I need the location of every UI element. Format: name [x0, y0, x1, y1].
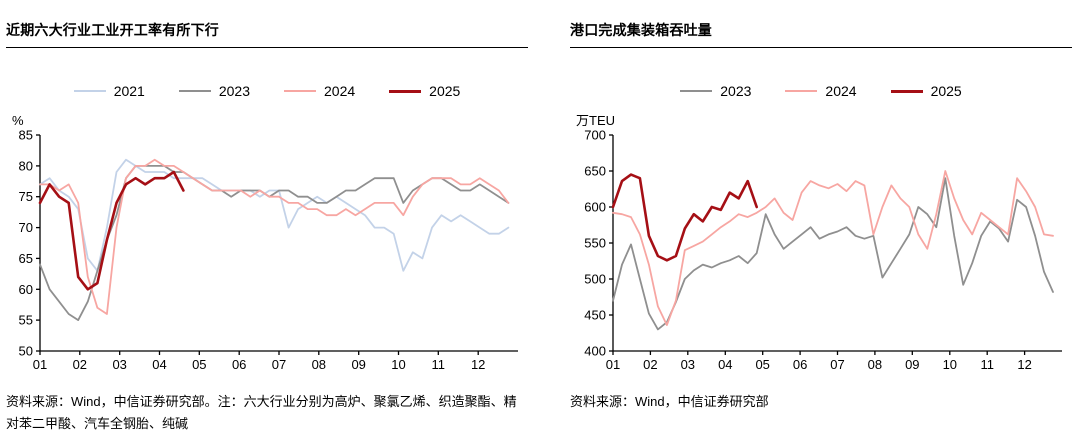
- x-tick-label: 09: [351, 357, 365, 372]
- legend-label-2021: 2021: [113, 83, 145, 100]
- x-tick-label: 01: [606, 357, 620, 372]
- legend-swatch-2024: [785, 90, 818, 93]
- x-tick-label: 07: [272, 357, 286, 372]
- y-tick-label: 75: [19, 189, 33, 204]
- legend-item-2024: 2024: [284, 83, 355, 99]
- line-chart: 400 450 500 550 600 650 700 01 02 03 04 05 06 07 08 09 1…: [576, 113, 1062, 372]
- series-line-2024: [612, 170, 1054, 327]
- y-tick-label: 50: [19, 344, 33, 359]
- x-tick-label: 04: [718, 357, 732, 372]
- axes: [39, 135, 518, 352]
- legend-item-2025: 2025: [389, 83, 460, 99]
- chart-legend: 2021 2023 2024 2025: [6, 81, 528, 101]
- axis-unit-label: %: [12, 113, 24, 128]
- x-tick-label: 11: [432, 357, 446, 372]
- y-tick-label: 600: [584, 200, 606, 215]
- x-tick-label: 11: [980, 357, 994, 372]
- chart-panel-port-container-throughput: 港口完成集装箱吞吐量 2023 2024 2025 400 450 500 550 600 6…: [540, 8, 1080, 435]
- axis-unit-label: 万TEU: [576, 113, 615, 128]
- chart-title: 港口完成集装箱吞吐量: [570, 20, 1072, 48]
- x-tick-label: 10: [943, 357, 957, 372]
- legend-item-2023: 2023: [680, 83, 751, 99]
- legend-swatch-2021: [73, 90, 106, 93]
- source-note: 资料来源：Wind，中信证券研究部: [570, 394, 769, 410]
- line-chart: 50 55 60 65 70 75 80 85 01 02 03 04 05 06 07 08 09 10 11 12…: [12, 113, 518, 372]
- x-tick-label: 03: [112, 357, 126, 372]
- y-tick-label: 450: [584, 308, 606, 323]
- legend-swatch-2025: [389, 89, 422, 93]
- y-tick-label: 700: [584, 128, 606, 143]
- y-tick-label: 55: [19, 313, 33, 328]
- series-line-2025: [38, 170, 185, 291]
- x-tick-label: 03: [681, 357, 695, 372]
- source-note: 资料来源：Wind，中信证券研究部。注：六大行业分别为高炉、聚氯乙烯、织造聚酯、…: [6, 394, 517, 432]
- x-tick-label: 04: [152, 357, 166, 372]
- series-line-2025: [611, 173, 758, 262]
- x-tick-label: 06: [232, 357, 246, 372]
- y-tick-label: 400: [584, 344, 606, 359]
- legend-label-2023: 2023: [218, 83, 250, 100]
- x-tick-label: 12: [1017, 357, 1031, 372]
- legend-item-2023: 2023: [178, 83, 250, 100]
- legend-swatch-2023: [178, 90, 211, 93]
- x-tick-label: 08: [312, 357, 326, 372]
- legend-swatch-2023: [680, 90, 713, 93]
- x-tick-label: 06: [793, 357, 807, 372]
- y-tick-label: 550: [584, 236, 606, 251]
- legend-label-2025: 2025: [930, 83, 962, 100]
- x-tick-label: 07: [830, 357, 844, 372]
- series-line-2023: [39, 165, 510, 322]
- x-tick-label: 10: [391, 357, 405, 372]
- x-tick-label: 01: [33, 357, 47, 372]
- legend-label-2024: 2024: [324, 83, 356, 100]
- legend-item-2024: 2024: [785, 83, 857, 100]
- series-line-2023: [612, 177, 1054, 331]
- y-tick-label: 500: [584, 272, 606, 287]
- chart-title: 近期六大行业工业开工率有所下行: [6, 20, 528, 48]
- x-tick-label: 09: [905, 357, 919, 372]
- y-tick-label: 650: [584, 164, 606, 179]
- x-tick-label: 05: [755, 357, 769, 372]
- series-line-2024: [39, 159, 510, 316]
- x-tick-label: 08: [868, 357, 882, 372]
- x-tick-label: 02: [73, 357, 87, 372]
- chart-legend: 2023 2024 2025: [570, 81, 1072, 101]
- legend-swatch-2024: [284, 90, 316, 93]
- y-tick-label: 70: [19, 220, 33, 235]
- y-tick-label: 65: [19, 251, 33, 266]
- y-tick-label: 60: [19, 282, 33, 297]
- legend-item-2025: 2025: [890, 83, 962, 100]
- chart-panel-industry-operating-rate: 近期六大行业工业开工率有所下行 2021 2023 2024 2025 50 55 60 6…: [0, 8, 540, 435]
- series-line-2021: [39, 159, 510, 272]
- legend-item-2021: 2021: [73, 83, 145, 100]
- legend-label-2024: 2024: [825, 83, 857, 100]
- x-tick-label: 12: [471, 357, 485, 372]
- x-tick-label: 05: [192, 357, 206, 372]
- legend-label-2023: 2023: [720, 83, 752, 100]
- y-tick-label: 85: [19, 128, 33, 143]
- legend-swatch-2025: [890, 89, 923, 93]
- legend-label-2025: 2025: [429, 83, 461, 100]
- x-tick-label: 02: [643, 357, 657, 372]
- y-tick-label: 80: [19, 159, 33, 174]
